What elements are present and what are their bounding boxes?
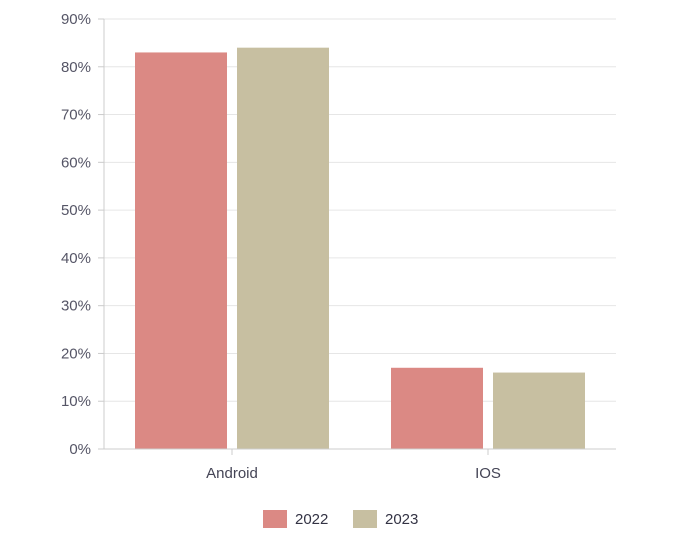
- legend-swatch: [263, 510, 287, 528]
- y-tick-label: 70%: [61, 107, 91, 124]
- bar-ios-2023[interactable]: [493, 372, 585, 449]
- bars: [135, 47, 585, 450]
- bar-ios-2022[interactable]: [391, 367, 483, 449]
- y-tick-label: 30%: [61, 298, 91, 315]
- axes: [103, 19, 616, 455]
- bar-android-2023[interactable]: [237, 47, 329, 450]
- legend: 2022 2023: [263, 510, 418, 528]
- x-axis-labels: Android IOS: [206, 465, 501, 482]
- legend-item-2022[interactable]: 2022: [263, 510, 328, 528]
- y-tick-label: 90%: [61, 11, 91, 28]
- y-tick-label: 60%: [61, 154, 91, 171]
- y-tick-label: 50%: [61, 202, 91, 219]
- legend-label: 2022: [295, 511, 328, 528]
- legend-label: 2023: [385, 511, 418, 528]
- y-tick-label: 20%: [61, 345, 91, 362]
- y-tick-label: 40%: [61, 250, 91, 267]
- y-tick-label: 0%: [69, 441, 91, 458]
- y-tick-label: 80%: [61, 59, 91, 76]
- legend-swatch: [353, 510, 377, 528]
- bar-android-2022[interactable]: [135, 52, 227, 449]
- x-category-label: IOS: [475, 465, 501, 482]
- y-tick-label: 10%: [61, 393, 91, 410]
- legend-item-2023[interactable]: 2023: [353, 510, 418, 528]
- y-axis-ticks: 0% 10% 20% 30% 40% 50% 60% 70% 80% 90%: [61, 11, 104, 458]
- x-category-label: Android: [206, 465, 258, 482]
